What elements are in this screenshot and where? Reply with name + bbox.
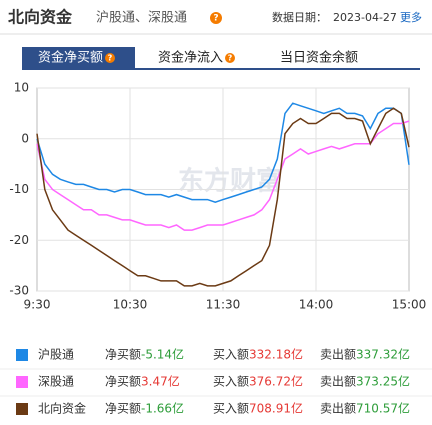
tab-help-glyph: ? bbox=[228, 54, 233, 63]
legend-name: 沪股通 bbox=[38, 348, 74, 362]
y-tick-label: -10 bbox=[9, 182, 29, 196]
legend-name: 深股通 bbox=[38, 375, 74, 389]
y-tick-label: 0 bbox=[21, 131, 29, 145]
tab-help-icon[interactable] bbox=[225, 53, 235, 63]
net-value: -5.14亿 bbox=[141, 347, 184, 362]
series-line bbox=[36, 120, 410, 231]
sell-label: 卖出额 bbox=[320, 375, 356, 389]
legend-swatch bbox=[16, 349, 28, 361]
net-value: -1.66亿 bbox=[141, 401, 184, 416]
buy-value: 332.18亿 bbox=[249, 347, 303, 362]
sell-label: 卖出额 bbox=[320, 348, 356, 362]
x-tick-label: 11:30 bbox=[206, 298, 241, 312]
tab-help-icon[interactable] bbox=[105, 53, 115, 63]
series-line bbox=[36, 107, 410, 287]
buy-label: 买入额 bbox=[213, 402, 249, 416]
help-icon-glyph: ? bbox=[213, 14, 218, 24]
more-link[interactable]: 更多 bbox=[400, 10, 422, 24]
active-tab[interactable] bbox=[22, 47, 135, 68]
y-tick-label: -20 bbox=[9, 233, 29, 247]
y-tick-label: 10 bbox=[14, 81, 29, 95]
watermark: 东方财富 bbox=[178, 166, 282, 197]
sell-value: 710.57亿 bbox=[356, 401, 410, 416]
x-tick-label: 15:00 bbox=[392, 298, 427, 312]
tab[interactable]: 资金净流入 bbox=[158, 50, 223, 66]
net-label: 净买额 bbox=[105, 375, 141, 389]
x-tick-label: 14:00 bbox=[299, 298, 334, 312]
help-icon[interactable] bbox=[210, 12, 222, 24]
buy-value: 376.72亿 bbox=[249, 374, 303, 389]
y-tick-label: -30 bbox=[9, 284, 29, 298]
buy-value: 708.91亿 bbox=[249, 401, 303, 416]
series-line bbox=[36, 102, 410, 203]
legend-swatch bbox=[16, 376, 28, 388]
legend-swatch bbox=[16, 403, 28, 415]
tab-help-glyph: ? bbox=[108, 54, 113, 63]
sell-value: 373.25亿 bbox=[356, 374, 410, 389]
legend-name: 北向资金 bbox=[38, 401, 86, 416]
date-label: 数据日期： bbox=[272, 10, 327, 24]
tab[interactable]: 资金净买额 bbox=[38, 50, 103, 66]
buy-label: 买入额 bbox=[213, 348, 249, 362]
sell-label: 卖出额 bbox=[320, 402, 356, 416]
net-label: 净买额 bbox=[105, 348, 141, 362]
tab[interactable]: 当日资金余额 bbox=[280, 50, 358, 66]
subtitle[interactable]: 沪股通、深股通 bbox=[96, 10, 187, 26]
x-tick-label: 10:30 bbox=[113, 298, 148, 312]
date: 2023-04-27 bbox=[333, 11, 397, 24]
x-tick-label: 9:30 bbox=[24, 298, 51, 312]
net-label: 净买额 bbox=[105, 402, 141, 416]
net-value: 3.47亿 bbox=[141, 374, 180, 389]
buy-label: 买入额 bbox=[213, 375, 249, 389]
title: 北向资金 bbox=[8, 8, 73, 27]
sell-value: 337.32亿 bbox=[356, 347, 410, 362]
